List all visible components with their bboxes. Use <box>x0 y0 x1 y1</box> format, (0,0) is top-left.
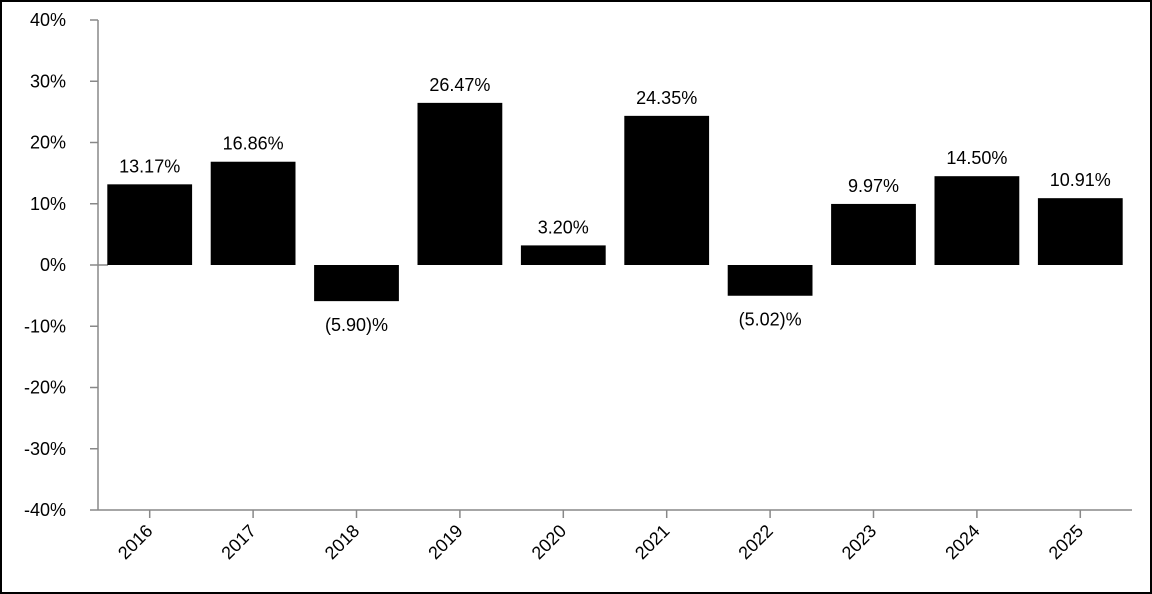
bar-2019 <box>417 102 503 265</box>
bar-2018 <box>314 265 399 302</box>
y-tick-label: 10% <box>30 194 66 214</box>
bar-2021 <box>624 115 710 265</box>
data-label-2021: 24.35% <box>636 88 697 108</box>
bar-2023 <box>831 203 916 265</box>
y-tick-label: 30% <box>30 71 66 91</box>
data-label-2020: 3.20% <box>538 217 589 237</box>
data-label-2016: 13.17% <box>119 156 180 176</box>
y-axis: 40% 30% 20% 10% 0% -10% -20% -30% -40% <box>24 10 108 520</box>
data-labels: 13.17% 16.86% (5.90)% 26.47% 3.20% 24.35% (5.0… <box>119 75 1111 335</box>
bar-2020 <box>520 245 606 265</box>
data-label-2018: (5.90)% <box>325 315 388 335</box>
x-tick-label: 2016 <box>114 521 156 563</box>
y-tick-label: 0% <box>40 255 66 275</box>
x-tick-label: 2018 <box>321 521 363 563</box>
bar-2022 <box>727 265 813 296</box>
x-tick-label: 2019 <box>424 521 466 563</box>
y-tick-label: -20% <box>24 378 66 398</box>
y-tick-label: 20% <box>30 133 66 153</box>
data-label-2025: 10.91% <box>1050 170 1111 190</box>
bar-2017 <box>210 161 296 265</box>
data-label-2019: 26.47% <box>429 75 490 95</box>
y-tick-label: -30% <box>24 439 66 459</box>
data-label-2023: 9.97% <box>848 176 899 196</box>
x-tick-label: 2021 <box>631 521 673 563</box>
x-tick-label: 2023 <box>838 521 880 563</box>
data-label-2024: 14.50% <box>946 148 1007 168</box>
x-tick-label: 2025 <box>1045 521 1087 563</box>
data-label-2022: (5.02)% <box>739 310 802 330</box>
data-label-2017: 16.86% <box>223 134 284 154</box>
bar-2024 <box>934 176 1020 265</box>
x-tick-label: 2020 <box>528 521 570 563</box>
x-tick-label: 2017 <box>217 521 259 563</box>
bar-2025 <box>1037 198 1123 265</box>
y-tick-label: -10% <box>24 316 66 336</box>
y-tick-label: 40% <box>30 10 66 30</box>
bars <box>107 102 1123 302</box>
x-axis: 2016 2017 2018 2019 2020 2021 2022 2023 2024 2025 <box>98 509 1132 563</box>
x-tick-label: 2022 <box>734 521 776 563</box>
x-tick-label: 2024 <box>941 521 983 563</box>
bar-2016 <box>107 184 193 265</box>
y-tick-label: -40% <box>24 500 66 520</box>
